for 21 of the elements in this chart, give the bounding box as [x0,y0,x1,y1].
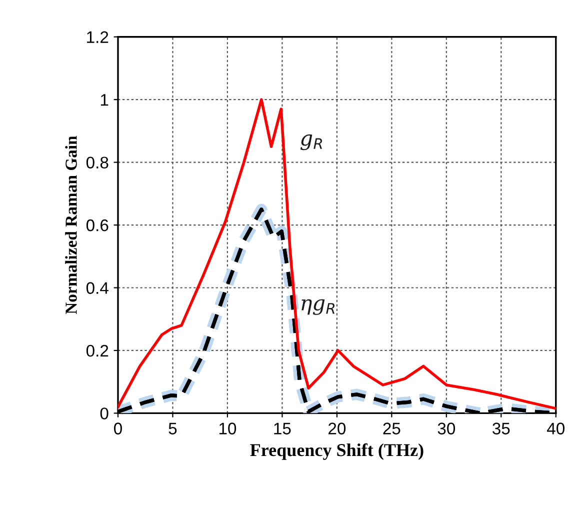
x-tick-label: 40 [547,422,565,434]
x-tick-label: 15 [274,422,291,434]
y-tick-label: 1 [100,94,108,106]
series-label: ηg$_{R}$ [302,299,334,315]
x-tick-label: 0 [114,422,122,434]
line-series [118,98,556,410]
x-tick-label: 10 [219,422,236,434]
x-tick-label: 5 [168,422,177,434]
series-label: g$_{R}$ [300,134,322,150]
y-tick-label: 0.2 [86,344,108,357]
y-tick-label: 1.2 [87,31,108,43]
y-tick-label: 0.4 [86,282,108,294]
x-tick-label: 20 [328,422,346,434]
x-tick-label: 30 [438,422,456,434]
x-tick-label: 35 [492,422,510,434]
y-tick-label: 0.8 [86,156,108,169]
y-tick-label: 0 [100,408,108,420]
x-tick-label: 25 [383,422,400,434]
y-tick-label: 0.6 [86,219,108,232]
x-axis-title: Frequency Shift (THz) [250,443,424,460]
y-axis-title: Normalized Raman Gain [65,136,77,314]
